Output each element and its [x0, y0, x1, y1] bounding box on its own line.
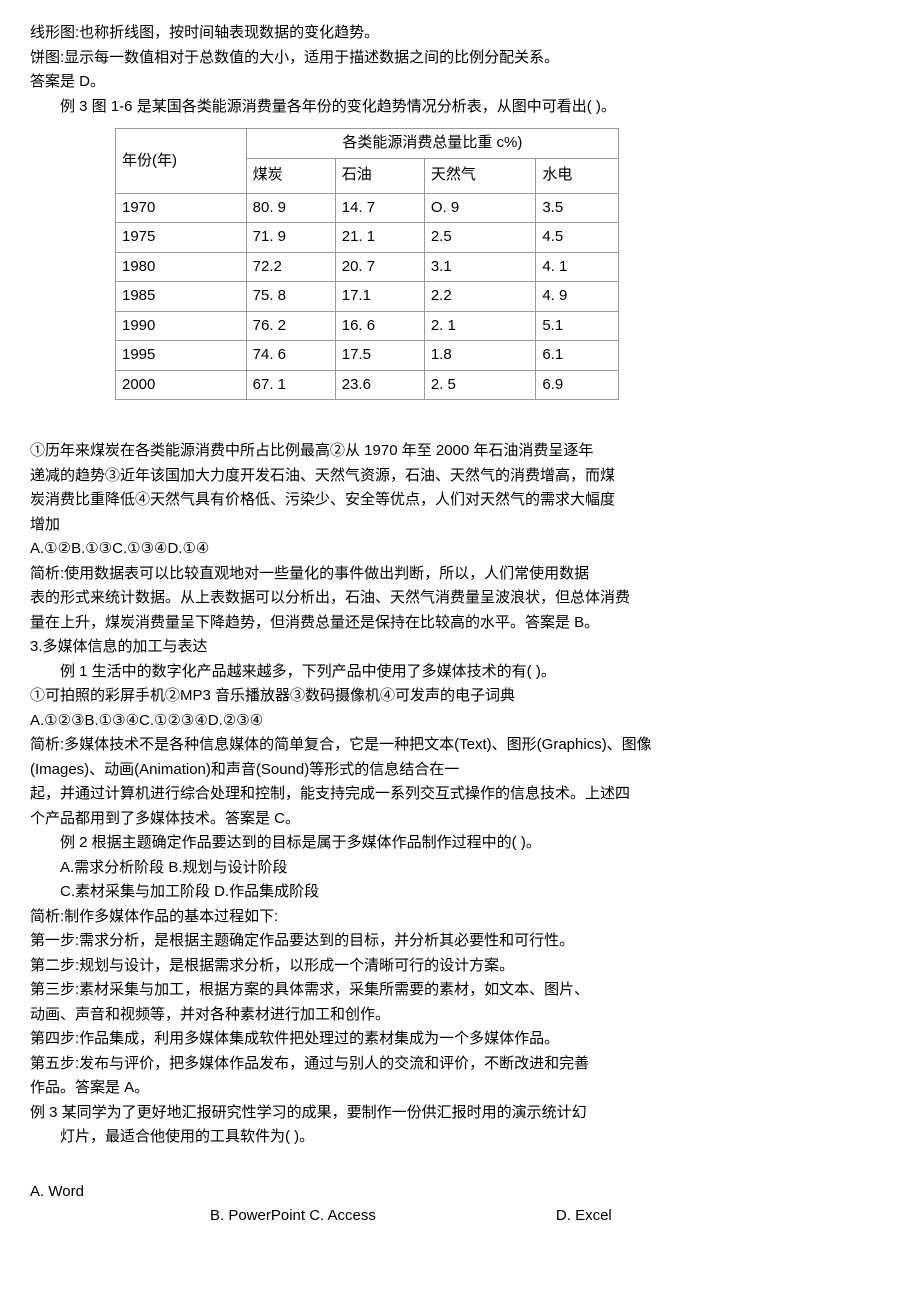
- table-cell: 1990: [116, 311, 247, 341]
- step5: 第五步:发布与评价，把多媒体作品发布，通过与别人的交流和评价，不断改进和完善: [30, 1053, 890, 1076]
- col-oil: 石油: [335, 158, 424, 193]
- ex1-exp3: 起，并通过计算机进行综合处理和控制，能支持完成一系列交互式操作的信息技术。上述四: [30, 783, 890, 806]
- step3b: 动画、声音和视频等，并对各种素材进行加工和创作。: [30, 1004, 890, 1027]
- analysis-exp1: 简析:使用数据表可以比较直观地对一些量化的事件做出判断，所以，人们常使用数据: [30, 563, 890, 586]
- table-cell: 3.1: [424, 252, 535, 282]
- table-cell: 1970: [116, 193, 247, 223]
- ex1-exp4: 个产品都用到了多媒体技术。答案是 C。: [30, 808, 890, 831]
- table-row: 197080. 914. 7O. 93.5: [116, 193, 619, 223]
- table-cell: 2000: [116, 370, 247, 400]
- table-cell: 17.5: [335, 341, 424, 371]
- section3-title: 3.多媒体信息的加工与表达: [30, 636, 890, 659]
- table-cell: 5.1: [536, 311, 619, 341]
- step3: 第三步:素材采集与加工，根据方案的具体需求，采集所需要的素材，如文本、图片、: [30, 979, 890, 1002]
- table-cell: 75. 8: [246, 282, 335, 312]
- energy-table: 年份(年) 各类能源消费总量比重 c%) 煤炭 石油 天然气 水电 197080…: [115, 128, 619, 400]
- table-cell: O. 9: [424, 193, 535, 223]
- table-cell: 6.1: [536, 341, 619, 371]
- table-cell: 80. 9: [246, 193, 335, 223]
- table-cell: 4.5: [536, 223, 619, 253]
- table-cell: 1975: [116, 223, 247, 253]
- table-cell: 71. 9: [246, 223, 335, 253]
- table-cell: 1985: [116, 282, 247, 312]
- col-hydro: 水电: [536, 158, 619, 193]
- ex1-question: 例 1 生活中的数字化产品越来越多，下列产品中使用了多媒体技术的有( )。: [30, 661, 890, 684]
- table-cell: 1995: [116, 341, 247, 371]
- table-cell: 1.8: [424, 341, 535, 371]
- analysis-options: A.①②B.①③C.①③④D.①④: [30, 538, 890, 561]
- option-bc: B. PowerPoint C. Access: [210, 1205, 376, 1228]
- table-cell: 4. 9: [536, 282, 619, 312]
- ex2-optCD: C.素材采集与加工阶段 D.作品集成阶段: [30, 881, 890, 904]
- table-cell: 4. 1: [536, 252, 619, 282]
- table-cell: 2. 5: [424, 370, 535, 400]
- merged-header: 各类能源消费总量比重 c%): [246, 129, 618, 159]
- table-cell: 20. 7: [335, 252, 424, 282]
- table-cell: 1980: [116, 252, 247, 282]
- step2: 第二步:规划与设计，是根据需求分析，以形成一个清晰可行的设计方案。: [30, 955, 890, 978]
- ex1-items: ①可拍照的彩屏手机②MP3 音乐播放器③数码摄像机④可发声的电子词典: [30, 685, 890, 708]
- table-row: 200067. 123.62. 56.9: [116, 370, 619, 400]
- table-cell: 17.1: [335, 282, 424, 312]
- table-cell: 6.9: [536, 370, 619, 400]
- intro-line2: 饼图:显示每一数值相对于总数值的大小，适用于描述数据之间的比例分配关系。: [30, 47, 890, 70]
- table-cell: 16. 6: [335, 311, 424, 341]
- table-cell: 74. 6: [246, 341, 335, 371]
- step5b: 作品。答案是 A。: [30, 1077, 890, 1100]
- table-row: 199076. 216. 62. 15.1: [116, 311, 619, 341]
- col-gas: 天然气: [424, 158, 535, 193]
- option-d: D. Excel: [556, 1205, 612, 1228]
- table-row: 198072.220. 73.14. 1: [116, 252, 619, 282]
- table-cell: 14. 7: [335, 193, 424, 223]
- analysis-line1: ①历年来煤炭在各类能源消费中所占比例最高②从 1970 年至 2000 年石油消…: [30, 440, 890, 463]
- table-row: 198575. 817.12.24. 9: [116, 282, 619, 312]
- analysis-line3: 炭消费比重降低④天然气具有价格低、污染少、安全等优点，人们对天然气的需求大幅度: [30, 489, 890, 512]
- option-a: A. Word: [30, 1181, 890, 1204]
- intro-line1: 线形图:也称折线图，按时间轴表现数据的变化趋势。: [30, 22, 890, 45]
- ex2-exp-title: 简析:制作多媒体作品的基本过程如下:: [30, 906, 890, 929]
- ex2-optAB: A.需求分析阶段 B.规划与设计阶段: [30, 857, 890, 880]
- analysis-exp3: 量在上升，煤炭消费量呈下降趋势，但消费总量还是保持在比较高的水平。答案是 B。: [30, 612, 890, 635]
- ex1-exp1: 简析:多媒体技术不是各种信息媒体的简单复合，它是一种把文本(Text)、图形(G…: [30, 734, 890, 757]
- ex2-question: 例 2 根据主题确定作品要达到的目标是属于多媒体作品制作过程中的( )。: [30, 832, 890, 855]
- table-cell: 23.6: [335, 370, 424, 400]
- analysis-line4: 增加: [30, 514, 890, 537]
- col-coal: 煤炭: [246, 158, 335, 193]
- table-cell: 72.2: [246, 252, 335, 282]
- table-cell: 2.2: [424, 282, 535, 312]
- analysis-exp2: 表的形式来统计数据。从上表数据可以分析出，石油、天然气消费量呈波浪状，但总体消费: [30, 587, 890, 610]
- table-cell: 21. 1: [335, 223, 424, 253]
- ex3-line1: 例 3 某同学为了更好地汇报研究性学习的成果，要制作一份供汇报时用的演示统计幻: [30, 1102, 890, 1125]
- ex3-line2: 灯片，最适合他使用的工具软件为( )。: [30, 1126, 890, 1149]
- step4: 第四步:作品集成，利用多媒体集成软件把处理过的素材集成为一个多媒体作品。: [30, 1028, 890, 1051]
- analysis-line2: 递减的趋势③近年该国加大力度开发石油、天然气资源，石油、天然气的消费增高，而煤: [30, 465, 890, 488]
- table-row: 197571. 921. 12.54.5: [116, 223, 619, 253]
- table-cell: 67. 1: [246, 370, 335, 400]
- table-cell: 2. 1: [424, 311, 535, 341]
- intro-answer: 答案是 D。: [30, 71, 890, 94]
- table-cell: 3.5: [536, 193, 619, 223]
- col-year-header: 年份(年): [116, 129, 247, 194]
- table-cell: 2.5: [424, 223, 535, 253]
- ex1-options: A.①②③B.①③④C.①②③④D.②③④: [30, 710, 890, 733]
- ex1-exp2: (Images)、动画(Animation)和声音(Sound)等形式的信息结合…: [30, 759, 890, 782]
- table-cell: 76. 2: [246, 311, 335, 341]
- step1: 第一步:需求分析，是根据主题确定作品要达到的目标，并分析其必要性和可行性。: [30, 930, 890, 953]
- example3-question: 例 3 图 1-6 是某国各类能源消费量各年份的变化趋势情况分析表，从图中可看出…: [30, 96, 890, 119]
- table-row: 199574. 617.51.86.1: [116, 341, 619, 371]
